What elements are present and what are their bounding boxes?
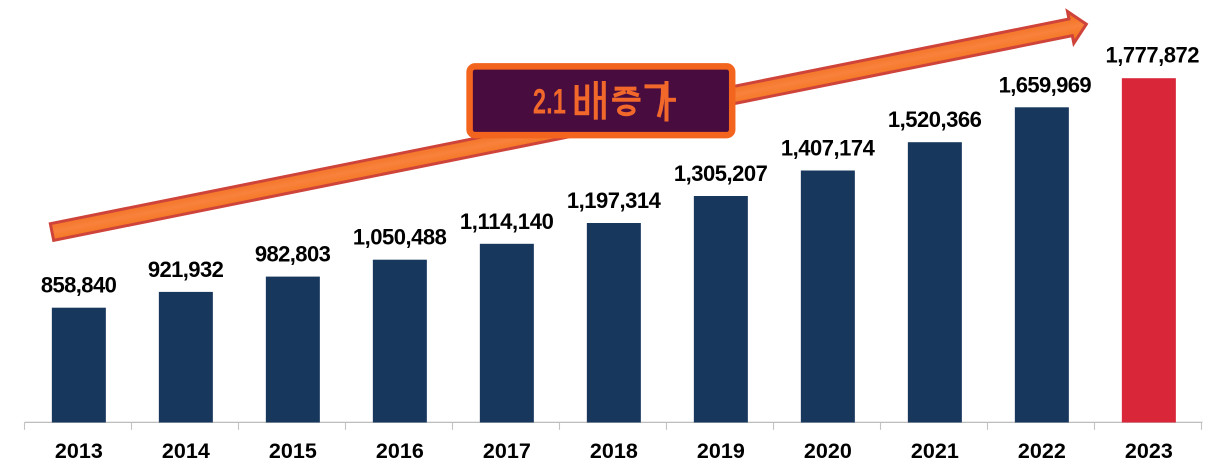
- svg-text:1,520,366: 1,520,366: [888, 107, 982, 132]
- svg-text:1,114,140: 1,114,140: [460, 209, 554, 234]
- svg-text:2021: 2021: [911, 439, 959, 463]
- svg-text:2017: 2017: [483, 439, 531, 463]
- svg-text:2022: 2022: [1018, 439, 1066, 463]
- svg-text:1,197,314: 1,197,314: [567, 188, 662, 213]
- svg-text:1,777,872: 1,777,872: [1106, 43, 1200, 68]
- svg-text:2013: 2013: [55, 439, 103, 463]
- svg-text:982,803: 982,803: [255, 242, 331, 267]
- svg-text:2015: 2015: [269, 439, 317, 463]
- svg-text:858,840: 858,840: [41, 273, 117, 298]
- svg-text:921,932: 921,932: [148, 257, 224, 282]
- svg-text:2018: 2018: [590, 439, 638, 463]
- svg-text:2014: 2014: [162, 439, 210, 463]
- svg-text:2020: 2020: [804, 439, 852, 463]
- svg-text:2019: 2019: [697, 439, 745, 463]
- svg-text:1,659,969: 1,659,969: [999, 72, 1092, 97]
- svg-text:2.1: 2.1: [533, 83, 566, 122]
- svg-text:2016: 2016: [376, 439, 424, 463]
- svg-text:2023: 2023: [1125, 439, 1173, 463]
- svg-text:1,050,488: 1,050,488: [353, 225, 447, 250]
- svg-text:1,305,207: 1,305,207: [674, 161, 768, 186]
- svg-text:1,407,174: 1,407,174: [781, 136, 876, 161]
